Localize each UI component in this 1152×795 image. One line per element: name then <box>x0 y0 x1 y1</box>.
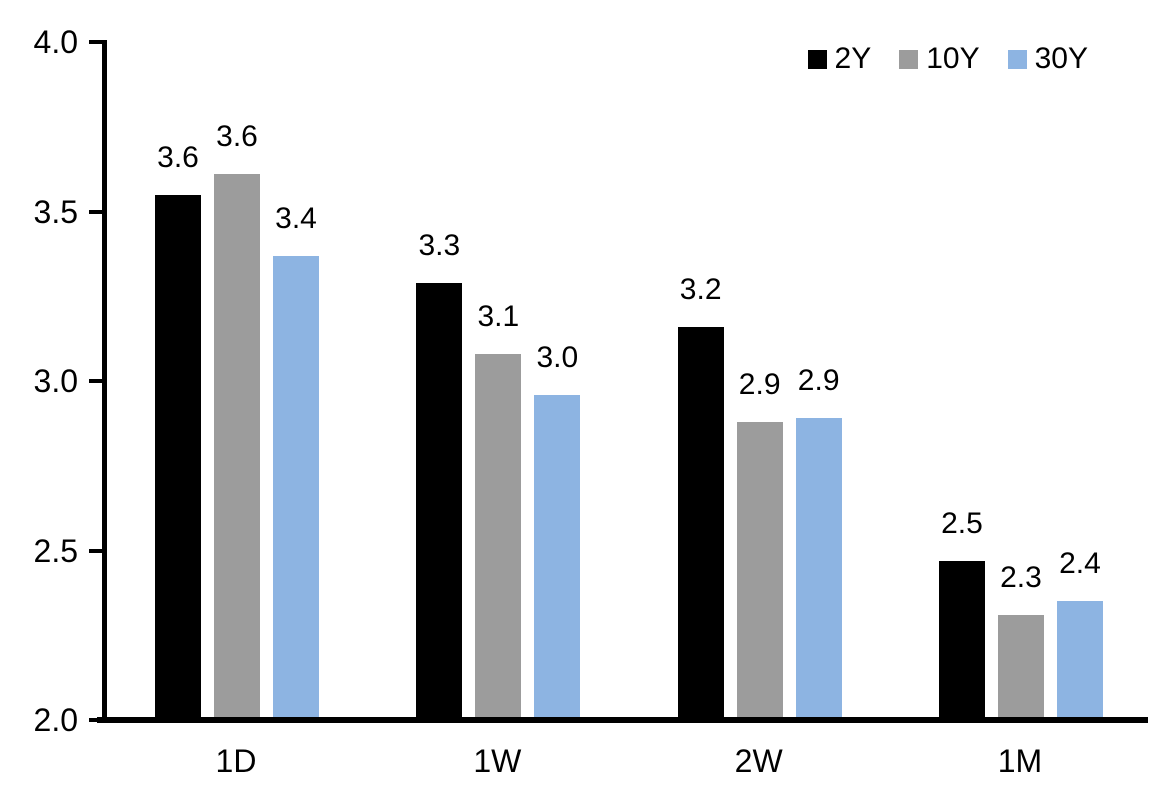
bar-value-label-10Y-1D: 3.6 <box>216 120 258 154</box>
bar-value-label-2Y-1D: 3.6 <box>157 140 199 174</box>
bar-value-label-10Y-1W: 3.1 <box>477 299 520 333</box>
bar-10Y-2W <box>736 421 783 720</box>
legend-item-10Y: 10Y <box>899 42 980 75</box>
bar-value-label-10Y-1M: 2.3 <box>1000 560 1042 594</box>
bar-30Y-1W <box>534 394 581 720</box>
y-axis-tick-label: 4.0 <box>33 24 78 60</box>
legend-marker-10Y <box>899 49 919 69</box>
x-axis-label-2W: 2W <box>734 743 783 779</box>
bar-30Y-1M <box>1056 601 1103 720</box>
x-axis-label-1W: 1W <box>473 743 522 779</box>
y-axis-tick-label: 3.0 <box>33 363 78 399</box>
x-axis-label-1M: 1M <box>997 743 1043 779</box>
x-axis-label-1D: 1D <box>215 743 257 779</box>
bar-value-label-2Y-1W: 3.3 <box>418 228 461 262</box>
y-axis-tick <box>89 209 102 214</box>
legend-marker-2Y <box>807 49 827 69</box>
legend-label-10Y: 10Y <box>926 42 980 75</box>
y-axis-tick <box>89 548 102 553</box>
bar-10Y-1M <box>997 614 1044 720</box>
bar-2Y-1W <box>416 282 463 720</box>
legend-label-2Y: 2Y <box>834 42 872 75</box>
bar-value-label-2Y-2W: 3.2 <box>679 272 722 306</box>
bar-10Y-1D <box>214 174 260 720</box>
y-axis-tick-label: 2.0 <box>33 702 78 738</box>
y-axis-tick <box>89 379 102 383</box>
bar-value-label-30Y-2W: 2.9 <box>797 364 840 398</box>
bar-2Y-1M <box>938 560 985 720</box>
bar-30Y-2W <box>795 418 842 720</box>
y-axis-tick <box>89 718 102 722</box>
chart-legend: 2Y 10Y 30Y <box>807 42 1088 75</box>
bar-value-label-2Y-1M: 2.5 <box>941 506 983 540</box>
bar-30Y-1D <box>273 255 319 720</box>
legend-label-30Y: 30Y <box>1034 42 1088 75</box>
bar-10Y-1W <box>475 353 522 720</box>
bar-value-label-30Y-1D: 3.4 <box>275 201 317 235</box>
bar-value-label-30Y-1W: 3.0 <box>536 340 579 374</box>
bar-2Y-2W <box>677 326 724 720</box>
y-axis-tick-label: 3.5 <box>33 193 78 230</box>
x-axis-line <box>97 717 1148 723</box>
y-axis-tick <box>89 40 102 44</box>
bar-value-label-30Y-1M: 2.4 <box>1059 547 1101 581</box>
legend-item-30Y: 30Y <box>1007 42 1088 75</box>
legend-item-2Y: 2Y <box>807 42 872 75</box>
y-axis-tick-label: 2.5 <box>33 532 78 569</box>
bar-2Y-1D <box>155 194 201 720</box>
bar-value-label-10Y-2W: 2.9 <box>738 367 781 401</box>
legend-marker-30Y <box>1007 49 1027 69</box>
y-axis-line <box>102 40 107 723</box>
